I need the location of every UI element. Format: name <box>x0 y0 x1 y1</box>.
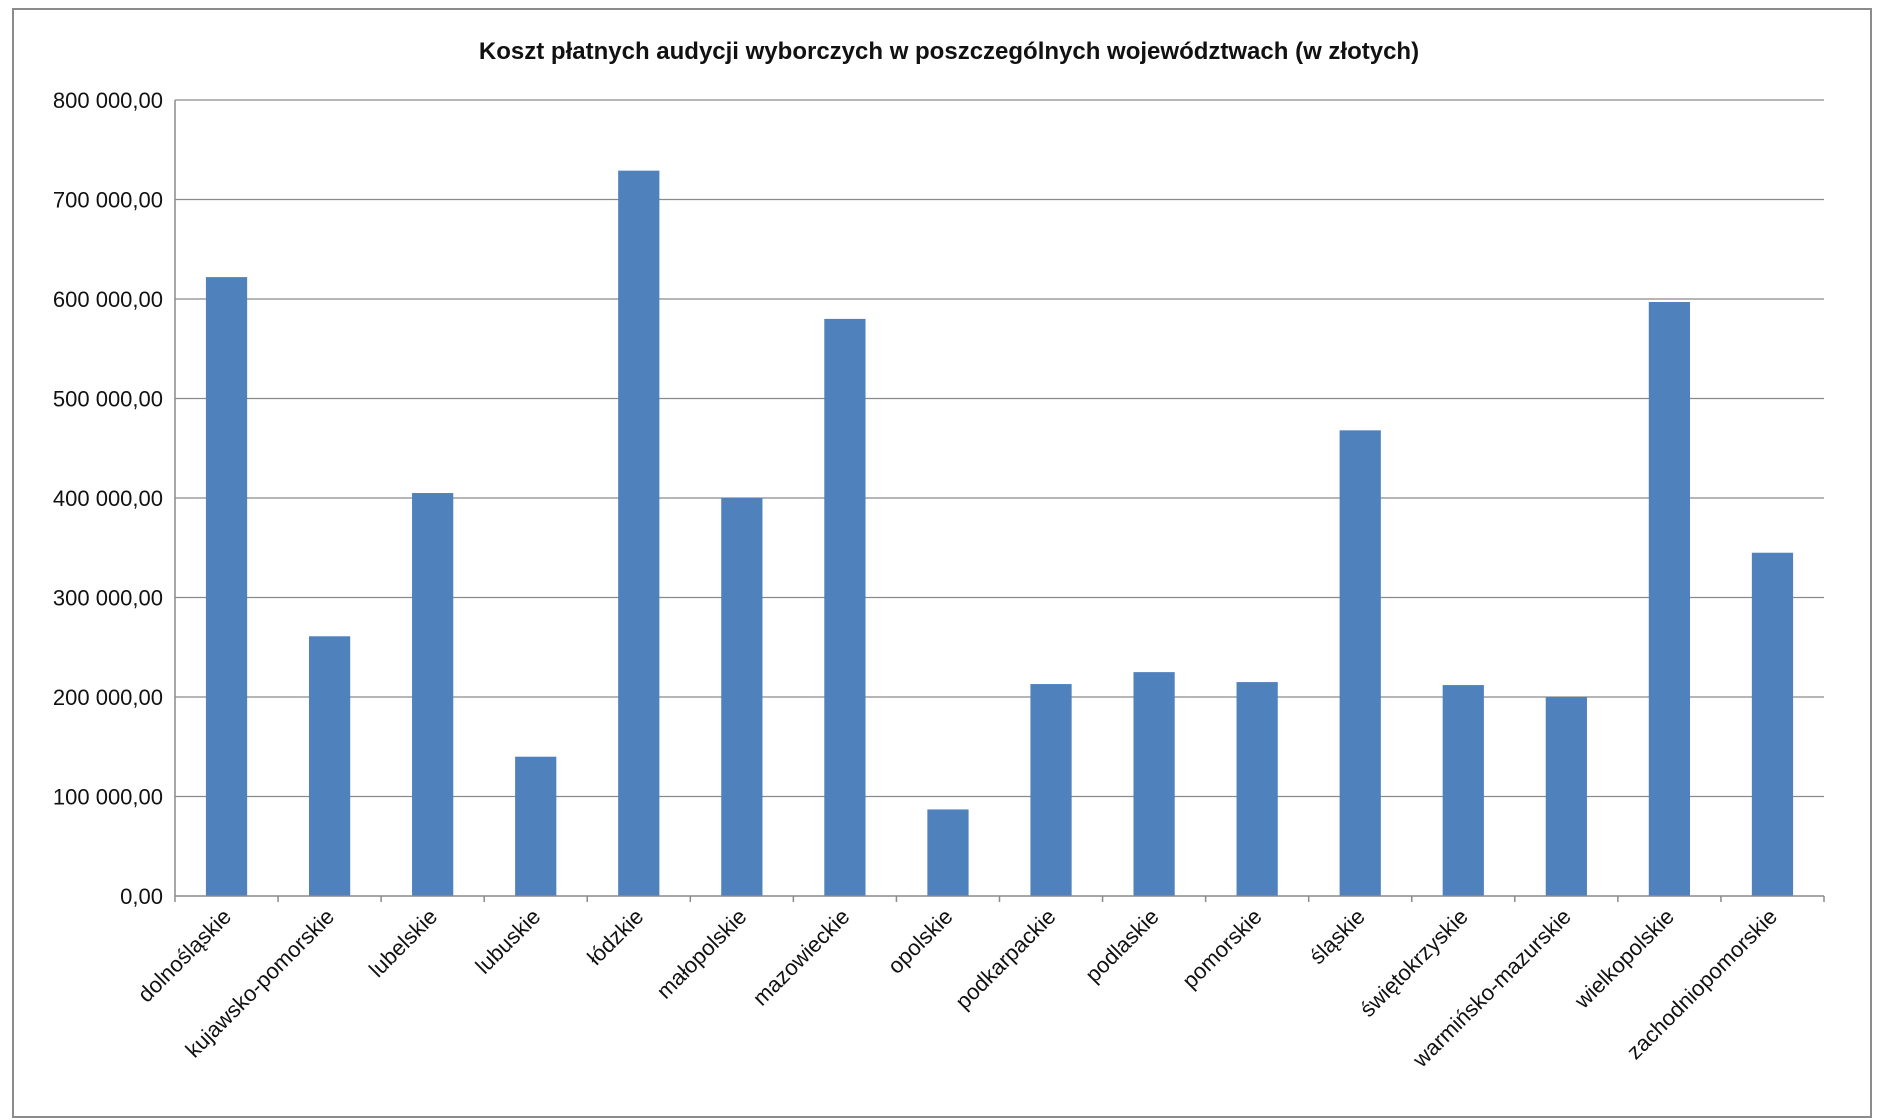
bar <box>308 636 351 896</box>
bar <box>721 498 763 896</box>
bar <box>1648 301 1691 896</box>
bar <box>1236 682 1278 896</box>
x-category-label: lubelskie <box>364 904 442 982</box>
y-tick-label: 100 000,00 <box>53 785 163 810</box>
bar <box>927 809 969 896</box>
bar <box>1442 685 1484 896</box>
bar <box>1751 552 1794 896</box>
axes <box>174 100 1825 902</box>
bar <box>1339 430 1381 896</box>
bar <box>1133 672 1175 896</box>
x-category-label: podlaskie <box>1080 904 1163 987</box>
y-tick-label: 800 000,00 <box>53 88 163 113</box>
chart-frame: Koszt płatnych audycji wyborczych w posz… <box>12 8 1872 1118</box>
y-tick-label: 0,00 <box>120 884 163 909</box>
y-axis-tick-labels: 0,00 100 000,00 200 000,00 300 000,00 400 00… <box>53 88 163 909</box>
x-category-label: mazowieckie <box>748 904 855 1011</box>
bar <box>1545 697 1587 896</box>
bar <box>618 170 660 896</box>
y-tick-label: 300 000,00 <box>53 586 163 611</box>
y-tick-label: 200 000,00 <box>53 685 163 710</box>
bar <box>1030 684 1072 896</box>
x-category-label: dolnośląskie <box>133 904 236 1007</box>
chart-title: Koszt płatnych audycji wyborczych w posz… <box>479 38 1419 65</box>
x-category-label: lubuskie <box>470 904 545 979</box>
bars <box>205 170 1794 896</box>
bar <box>824 318 866 896</box>
y-tick-label: 700 000,00 <box>53 188 163 213</box>
y-tick-label: 500 000,00 <box>53 387 163 412</box>
bar <box>412 493 454 896</box>
x-category-label: małopolskie <box>652 904 752 1004</box>
x-category-label: opolskie <box>883 904 958 979</box>
x-category-label: podkarpackie <box>950 904 1060 1014</box>
x-category-label: wielkopolskie <box>1569 904 1679 1014</box>
bar <box>515 756 557 896</box>
x-category-label: łódzkie <box>582 904 648 970</box>
bar-chart: Koszt płatnych audycji wyborczych w posz… <box>53 38 1825 1073</box>
x-category-label: pomorskie <box>1177 904 1266 993</box>
x-category-label: śląskie <box>1305 904 1370 969</box>
x-category-label: świętokrzyskie <box>1355 904 1473 1022</box>
y-tick-label: 600 000,00 <box>53 287 163 312</box>
y-tick-label: 400 000,00 <box>53 486 163 511</box>
bar <box>205 277 248 896</box>
